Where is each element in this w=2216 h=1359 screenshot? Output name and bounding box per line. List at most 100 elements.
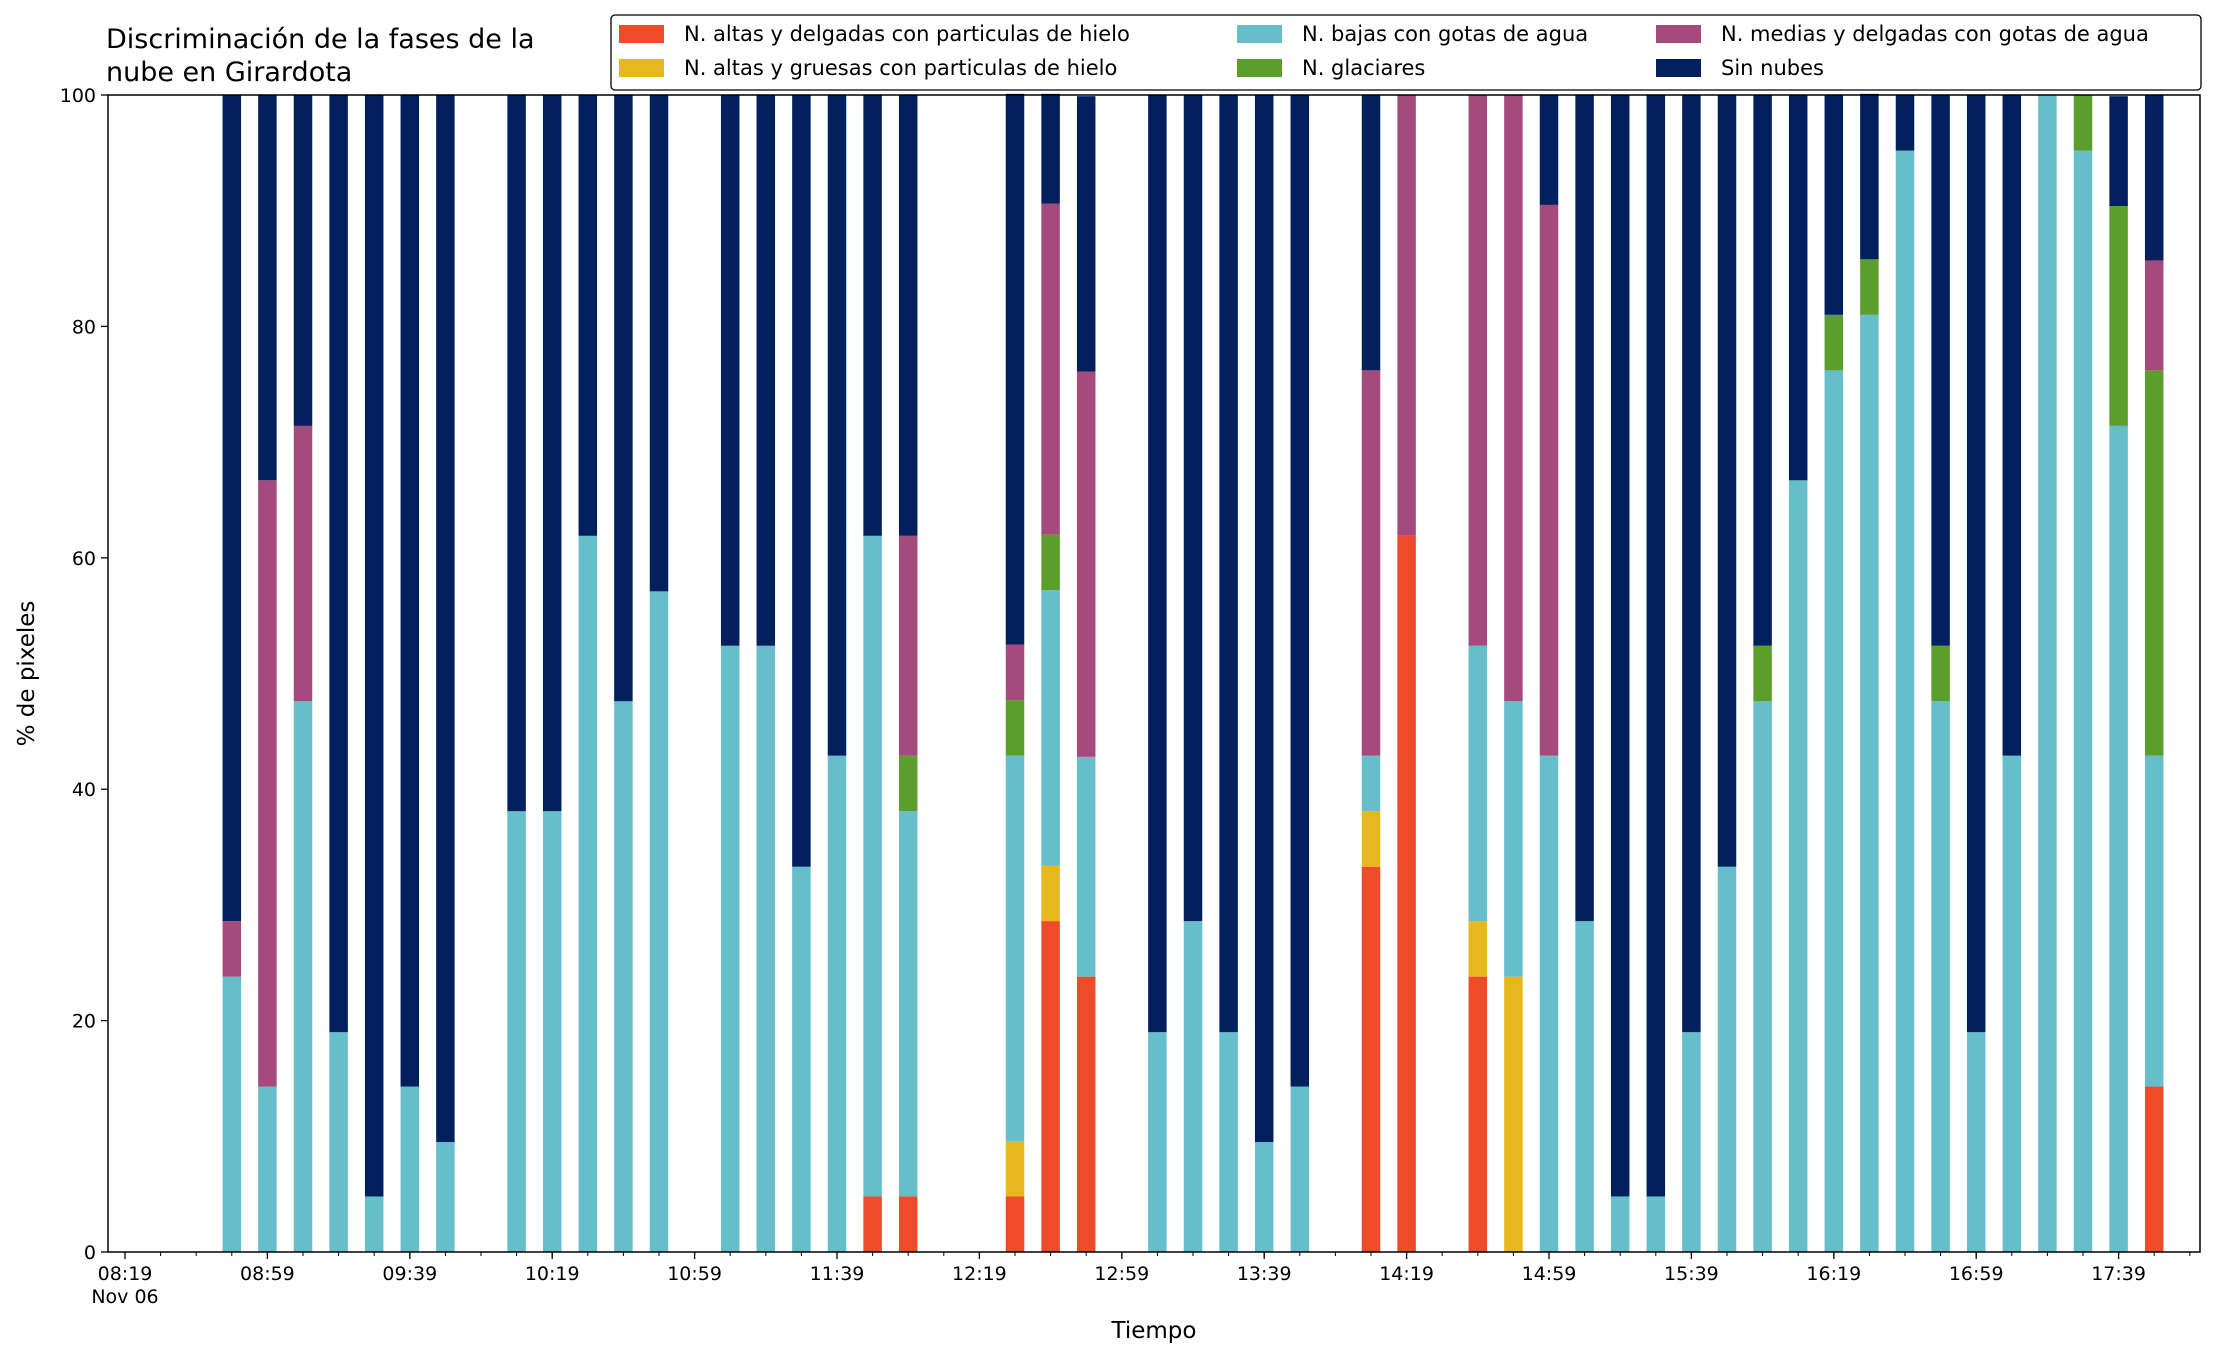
bar-segment	[2073, 150, 2093, 1252]
bar-segment	[1610, 1196, 1630, 1252]
bar-segment	[2002, 95, 2022, 756]
bar-segment	[898, 95, 918, 536]
bar-segment	[1966, 95, 1986, 1033]
bar-segment	[2109, 206, 2128, 426]
bar-segment	[329, 95, 348, 1033]
bar-segment	[1504, 701, 1523, 977]
legend-box	[610, 14, 2202, 91]
bar-segment	[1682, 95, 1701, 1033]
bar-segment	[293, 95, 313, 426]
bar-segment	[1290, 1086, 1310, 1252]
x-tick-label: 08:19 Nov 06	[91, 1263, 158, 1308]
bar-segment	[436, 1142, 455, 1252]
bar-segment	[2002, 755, 2022, 1252]
bar-segment	[1539, 755, 1559, 1252]
bar-segment	[400, 95, 420, 1087]
bar-segment	[1005, 93, 1025, 645]
bar-segment	[1041, 865, 1060, 922]
bar-segment	[720, 95, 740, 646]
x-tick-label: 09:39	[382, 1263, 437, 1285]
bar-segment	[258, 480, 277, 1087]
legend-swatch	[1656, 59, 1701, 77]
bar-segment	[1895, 150, 1915, 1252]
legend-swatch	[1656, 25, 1701, 43]
bar-segment	[222, 921, 242, 977]
bar-segment	[1468, 921, 1488, 977]
x-tick-label: 10:59	[667, 1263, 722, 1285]
bar-segment	[364, 1196, 384, 1252]
bar-segment	[1788, 95, 1808, 481]
bar-segment	[1361, 755, 1381, 812]
bar-segment	[1646, 1196, 1666, 1252]
y-tick-label: 80	[72, 316, 96, 338]
bar-segment	[1931, 95, 1950, 646]
bar-segment	[1753, 645, 1772, 702]
bar-segment	[614, 701, 633, 1252]
bar-segment	[400, 1086, 420, 1252]
bar-segment	[1041, 921, 1060, 1252]
y-tick-label: 60	[72, 548, 96, 570]
bar-segment	[1076, 96, 1096, 372]
bar-segment	[329, 1032, 348, 1252]
bar-segment	[542, 95, 562, 812]
bar-segment	[258, 95, 277, 481]
bar-segment	[792, 95, 811, 867]
bar-segment	[2073, 95, 2093, 151]
legend-label: N. medias y delgadas con gotas de agua	[1721, 22, 2149, 46]
legend-swatch	[619, 59, 664, 77]
bar-segment	[2144, 260, 2164, 371]
bar-segment	[1504, 976, 1523, 1252]
bar-segment	[1539, 204, 1559, 756]
bar-segment	[1610, 95, 1630, 1197]
bar-segment	[898, 1196, 918, 1252]
bar-segment	[1041, 534, 1060, 591]
bar-segment	[1753, 701, 1772, 1252]
bar-segment	[1895, 95, 1915, 151]
bar-segment	[578, 95, 598, 536]
plot-frame	[107, 94, 2201, 1253]
x-tick-label: 11:39	[810, 1263, 865, 1285]
bar-segment	[1005, 700, 1025, 756]
bar-segment	[1468, 976, 1488, 1252]
bar-segment	[1254, 95, 1274, 1143]
bar-segment	[507, 811, 526, 1252]
bar-segment	[1076, 756, 1096, 977]
bar-segment	[649, 591, 669, 1252]
x-tick-label: 16:19	[1806, 1263, 1861, 1285]
bar-segment	[1931, 701, 1950, 1252]
bar-segment	[578, 535, 598, 1252]
bar-segment	[863, 95, 882, 536]
x-tick-label: 14:19	[1379, 1263, 1434, 1285]
x-axis-label: Tiempo	[1111, 1318, 1197, 1344]
legend-swatch	[619, 25, 664, 43]
bar-segment	[898, 811, 918, 1197]
bar-segment	[614, 95, 633, 702]
bar-segment	[222, 976, 242, 1252]
bar-segment	[2144, 95, 2164, 261]
bar-segment	[898, 535, 918, 756]
bar-segment	[1397, 535, 1416, 1252]
bar-segment	[1397, 95, 1416, 536]
bar-segment	[1183, 921, 1203, 1252]
bar-segment	[898, 755, 918, 812]
bar-segment	[1646, 95, 1666, 1197]
bar-segment	[1575, 95, 1594, 922]
axes-group: 0 20 40 60 80 100 08:19 Nov 06 08:59 09:39 10:19 10…	[60, 85, 2201, 1308]
bar-segment	[2144, 1086, 2164, 1252]
x-tick-label: 14:59	[1522, 1263, 1577, 1285]
legend-label: N. glaciares	[1302, 56, 1425, 80]
bar-segment	[1183, 95, 1203, 922]
labels-group: Discriminación de la fases de la nube en …	[14, 24, 1196, 1344]
bar-segment	[1788, 480, 1808, 1252]
bar-segment	[1860, 259, 1879, 315]
bar-segment	[1504, 95, 1523, 702]
bar-segment	[1824, 95, 1844, 315]
y-tick-label: 100	[60, 85, 96, 107]
bar-segment	[756, 95, 776, 646]
bar-segment	[258, 1086, 277, 1252]
bar-segment	[756, 645, 776, 1252]
chart-title: Discriminación de la fases de la nube en …	[106, 24, 535, 88]
bar-segment	[507, 95, 526, 812]
